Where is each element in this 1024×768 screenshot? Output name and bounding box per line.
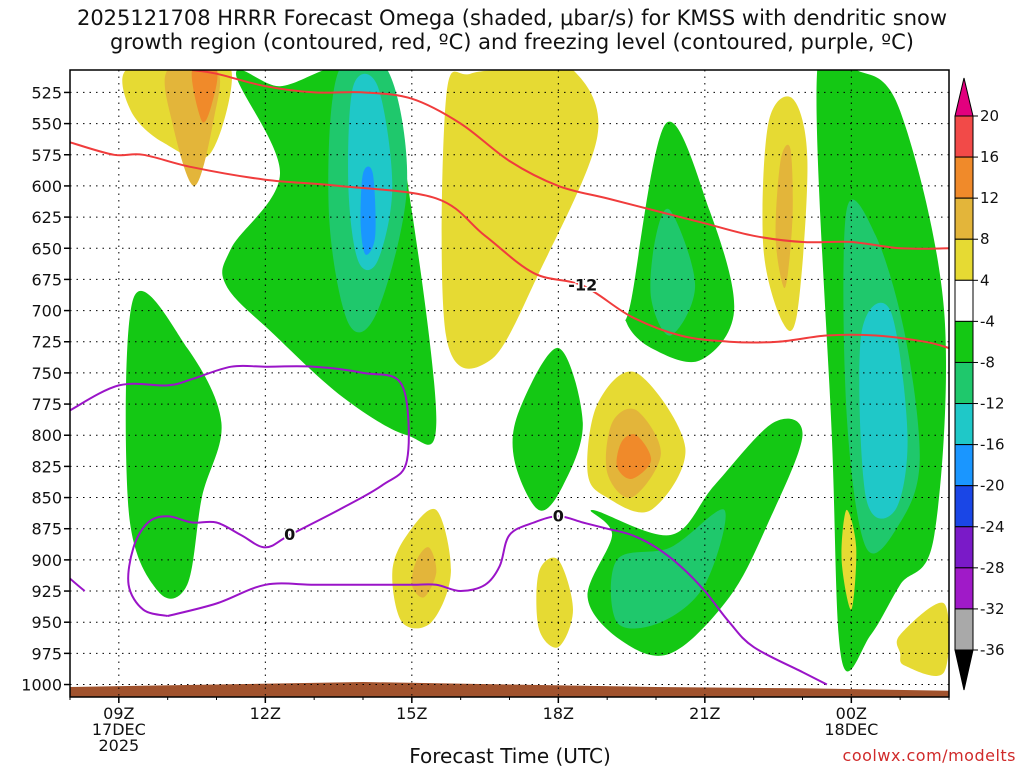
contour-lines (70, 70, 949, 686)
chart-title: 2025121708 HRRR Forecast Omega (shaded, … (0, 6, 1024, 54)
x-tick-date: 17DEC (92, 720, 146, 739)
y-tick-label-850: 850 (31, 489, 62, 508)
omega-shading (122, 70, 949, 676)
y-tick-label-900: 900 (31, 551, 62, 570)
omega-region-cold3 (859, 302, 908, 519)
colorbar-label-20: 20 (980, 107, 999, 125)
colorbar-segment (954, 156, 974, 199)
x-tick-label-12Z: 12Z (250, 704, 281, 723)
colorbar-segment (954, 608, 974, 651)
omega-region-cold1 (125, 290, 222, 599)
colorbar-label-16: 16 (980, 148, 999, 166)
x-tick-label-21Z: 21Z (689, 704, 720, 723)
omega-region-warm1 (841, 509, 857, 610)
colorbar-label--24: -24 (980, 518, 1005, 536)
y-tick-label-975: 975 (31, 644, 62, 663)
colorbar-label-12: 12 (980, 189, 999, 207)
omega-region-warm1 (896, 602, 949, 676)
x-tick-label-09Z: 09Z (103, 704, 134, 723)
y-tick-label-825: 825 (31, 457, 62, 476)
colorbar-label--20: -20 (980, 477, 1005, 495)
omega-region-cold1 (222, 70, 437, 445)
colorbar-segment (954, 115, 974, 158)
y-tick-label-525: 525 (31, 83, 62, 102)
x-tick-label-15Z: 15Z (396, 704, 427, 723)
colorbar-label--8: -8 (980, 353, 995, 371)
x-tick-year: 2025 (98, 736, 139, 755)
colorbar-label--28: -28 (980, 559, 1005, 577)
y-tick-label-800: 800 (31, 426, 62, 445)
growth-region-contour (70, 141, 949, 349)
x-axis-label: Forecast Time (UTC) (409, 744, 611, 768)
colorbar-top-arrow (954, 77, 974, 117)
y-tick-label-950: 950 (31, 613, 62, 632)
colorbar-segment (954, 238, 974, 281)
grid-lines (70, 70, 949, 697)
omega-region-warm1 (441, 70, 599, 369)
y-tick-label-550: 550 (31, 115, 62, 134)
colorbar-segment (954, 403, 974, 446)
freezing-level-contour-label: 0 (553, 506, 564, 525)
colorbar-segment (954, 279, 974, 322)
colorbar-segment (954, 320, 974, 363)
freezing-level-contour (167, 515, 828, 686)
colorbar-label--4: -4 (980, 312, 995, 330)
x-tick-label-00Z: 00Z (836, 704, 867, 723)
y-tick-label-925: 925 (31, 582, 62, 601)
colorbar-segment (954, 444, 974, 487)
growth-region-contour (191, 70, 949, 250)
y-tick-label-575: 575 (31, 146, 62, 165)
omega-region-warm1 (536, 557, 573, 648)
colorbar-segment (954, 526, 974, 569)
y-tick-label-650: 650 (31, 239, 62, 258)
omega-region-cold4 (360, 166, 376, 255)
x-tick-label-18Z: 18Z (543, 704, 574, 723)
freezing-level-contour (70, 364, 410, 617)
omega-region-cold2 (610, 509, 726, 629)
y-tick-label-675: 675 (31, 270, 62, 289)
omega-region-warm4 (191, 70, 218, 123)
y-tick-label-725: 725 (31, 333, 62, 352)
title-line-2: growth region (contoured, red, ºC) and f… (110, 30, 914, 54)
colorbar: 20 16 12 8 4 -4 -8 -12 -16 -20 -24 -28 -32 -36 (954, 77, 1005, 691)
watermark: coolwx.com/modelts (842, 746, 1016, 765)
colorbar-label-4: 4 (980, 271, 990, 289)
title-line-1: 2025121708 HRRR Forecast Omega (shaded, … (76, 6, 948, 30)
growth-region-contour-label: -12 (568, 276, 597, 295)
y-tick-label-700: 700 (31, 302, 62, 321)
y-tick-label-750: 750 (31, 364, 62, 383)
y-tick-label-600: 600 (31, 177, 62, 196)
contour-labels: -12 0 0 (283, 274, 599, 545)
colorbar-segment (954, 567, 974, 610)
colorbar-label-8: 8 (980, 230, 990, 248)
terrain-fill (70, 682, 949, 697)
colorbar-label--32: -32 (980, 600, 1005, 618)
colorbar-label--36: -36 (980, 641, 1005, 659)
omega-region-warm4 (616, 434, 652, 479)
colorbar-segment (954, 485, 974, 528)
y-tick-label-625: 625 (31, 208, 62, 227)
omega-region-cold2 (650, 208, 696, 336)
colorbar-segment (954, 197, 974, 240)
terrain-surface (70, 682, 949, 697)
y-tick-label-775: 775 (31, 395, 62, 414)
y-tick-label-875: 875 (31, 520, 62, 539)
omega-region-warm3 (775, 144, 793, 289)
y-axis: 525 550 575 600 625 650 675 700 725 750 775 800 825 8… (21, 83, 70, 695)
colorbar-bottom-arrow (954, 649, 974, 691)
colorbar-label--16: -16 (980, 436, 1005, 454)
colorbar-segment (954, 361, 974, 405)
freezing-level-contour (70, 577, 86, 592)
colorbar-label--12: -12 (980, 395, 1005, 413)
omega-region-cold1 (512, 347, 583, 511)
freezing-level-contour-label: 0 (284, 525, 295, 544)
x-tick-date: 18DEC (824, 720, 878, 739)
y-tick-label-1000: 1000 (21, 676, 62, 695)
